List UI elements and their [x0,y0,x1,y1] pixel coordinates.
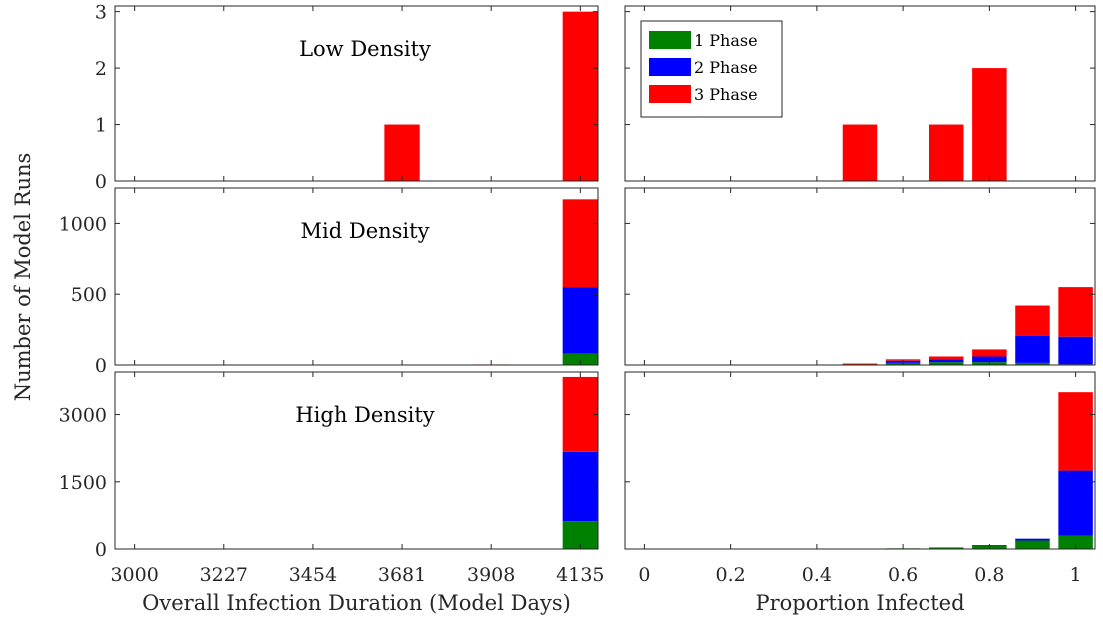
xtick-label-col1-5: 1 [1070,564,1082,586]
xtick-label-col0-2: 3454 [289,564,337,586]
bar-r1c1-2-phase-5 [1058,336,1093,365]
legend-label-2-phase: 2 Phase [694,58,758,77]
xtick-label-col1-0: 0 [638,564,650,586]
bar-r2c0-2-phase-0 [562,451,598,522]
xtick-label-col0-0: 3000 [110,564,158,586]
bar-r1c1-3-phase-3 [972,349,1007,357]
xtick-label-col1-2: 0.4 [802,564,832,586]
panel-title-row0: Low Density [299,37,431,61]
bar-r1c1-1-phase-4 [1015,362,1050,365]
axes-box-r0c0 [114,5,599,182]
bar-r1c1-1-phase-0 [842,363,878,365]
bar-r1c1-3-phase-4 [1015,305,1050,336]
bar-r2c0-3-phase-0 [562,376,598,452]
bar-r1c1-1-phase-2 [928,362,964,365]
bar-r0c1-3-phase-1 [928,124,964,181]
xtick-label-col1-4: 0.8 [974,564,1004,586]
ytick-label-row0-0: 0 [95,171,107,193]
legend-swatch-2-phase [649,58,691,76]
bar-r1c0-2-phase-2 [562,287,598,354]
bar-r2c1-2-phase-3 [1015,538,1050,541]
bar-r1c1-2-phase-2 [928,359,964,363]
legend-label-3-phase: 3 Phase [694,85,758,104]
bar-r1c1-2-phase-4 [1015,335,1050,363]
y-axis-title: Number of Model Runs [11,153,35,402]
ytick-label-row2-0: 0 [95,539,107,561]
bar-r1c1-3-phase-2 [928,356,964,360]
xtick-label-col0-1: 3227 [200,564,248,586]
x-axis-title-col0: Overall Infection Duration (Model Days) [142,591,571,615]
bar-r0c0-3-phase-0 [384,124,420,181]
bar-r1c0-1-phase-2 [562,353,598,365]
legend-swatch-3-phase [649,85,691,103]
ytick-label-row1-1: 500 [71,284,107,306]
xtick-label-col1-3: 0.6 [888,564,918,586]
ytick-label-row2-1: 1500 [59,472,107,494]
legend-label-1-phase: 1 Phase [694,31,758,50]
bar-r2c1-1-phase-3 [1015,540,1050,549]
bar-r1c0-3-phase-2 [562,199,598,288]
bar-r0c1-3-phase-2 [972,68,1007,181]
x-axis-title-col1: Proportion Infected [755,591,964,615]
legend-swatch-1-phase [649,31,691,49]
panel-title-row2: High Density [295,403,434,427]
xtick-label-col1-1: 0.2 [716,564,746,586]
bar-r2c1-1-phase-4 [1058,535,1093,549]
axes-box-r1c1 [624,187,1096,366]
bar-r1c1-3-phase-5 [1058,287,1093,337]
xtick-label-col0-4: 3908 [467,564,515,586]
ytick-label-row0-2: 2 [95,58,107,80]
axes-box-r1c0 [114,187,599,366]
axes-box-r2c1 [624,371,1096,550]
panel-title-row1: Mid Density [301,219,430,243]
axes-box-r2c0 [114,371,599,550]
ytick-label-row0-1: 1 [95,115,107,137]
bar-r1c1-3-phase-0 [842,363,878,365]
bar-r0c1-3-phase-0 [842,124,878,181]
ytick-label-row0-3: 3 [95,2,107,24]
ytick-label-row1-2: 1000 [59,213,107,235]
ytick-label-row1-0: 0 [95,355,107,377]
bar-r0c0-3-phase-1 [562,11,598,182]
xtick-label-col0-5: 4135 [556,564,604,586]
bar-r1c1-2-phase-3 [972,356,1007,363]
ytick-label-row2-2: 3000 [59,405,107,427]
bar-r2c1-2-phase-4 [1058,470,1093,536]
bar-r2c1-3-phase-4 [1058,392,1093,471]
xtick-label-col0-3: 3681 [378,564,426,586]
axes-box-r0c1 [624,5,1096,182]
bar-r2c1-1-phase-1 [928,547,964,549]
